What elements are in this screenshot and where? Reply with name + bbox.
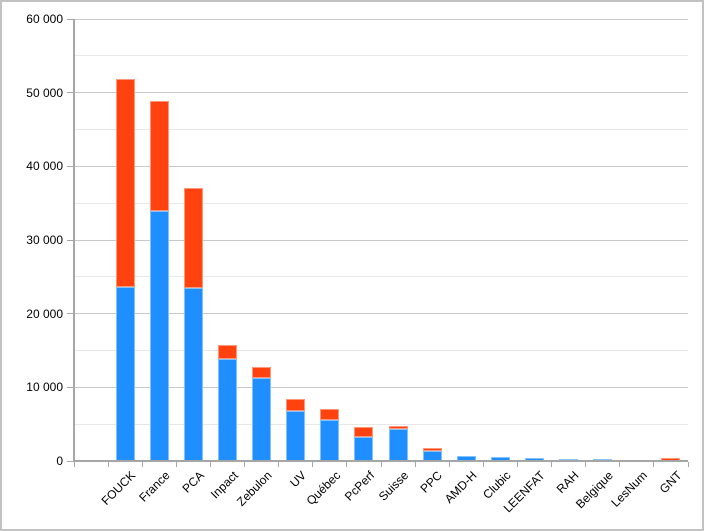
bar-France-blue-segment — [149, 210, 169, 461]
x-axis-tick — [551, 462, 553, 467]
x-axis-line — [73, 460, 688, 462]
y-axis-tick — [67, 239, 73, 241]
x-axis-label-PPC: PPC — [418, 468, 446, 496]
bar-UV-blue-segment — [286, 410, 306, 461]
x-axis-tick — [653, 462, 655, 467]
gridline-minor — [74, 423, 688, 425]
x-axis-tick — [448, 462, 450, 467]
gridline-major — [74, 165, 688, 167]
bar-PcPerf-blue-segment — [354, 436, 374, 461]
bar-Zebulon-blue-segment — [252, 377, 272, 461]
y-axis-label: 60 000 — [26, 12, 63, 26]
y-axis-label: 0 — [56, 454, 63, 468]
bar-France-orange-segment — [149, 100, 169, 211]
x-axis-label-PcPerf: PcPerf — [341, 468, 378, 504]
y-axis-tick — [67, 313, 73, 315]
bar-UV-orange-segment — [286, 399, 306, 411]
x-axis-label-PCA: PCA — [179, 468, 207, 496]
x-axis-tick — [312, 462, 314, 467]
x-axis-tick — [619, 462, 621, 467]
x-axis-label-FOUCK: FOUCK — [98, 468, 139, 508]
bar-Suisse-orange-segment — [388, 426, 408, 430]
x-axis-label-Belgique: Belgique — [572, 468, 616, 512]
x-axis-tick — [175, 462, 177, 467]
y-axis-tick — [67, 165, 73, 167]
x-axis-tick — [141, 462, 143, 467]
x-axis-label-RAH: RAH — [553, 468, 582, 497]
x-axis-label-LesNum: LesNum — [608, 468, 651, 510]
x-axis-label-UV: UV — [287, 468, 309, 490]
x-axis-tick — [482, 462, 484, 467]
y-axis-label: 20 000 — [26, 306, 63, 321]
x-axis-tick — [278, 462, 280, 467]
gridline-major — [74, 239, 688, 241]
bar-Québec-orange-segment — [320, 409, 340, 420]
y-axis-tick — [67, 386, 73, 388]
y-axis-label: 10 000 — [26, 380, 63, 395]
gridline-major — [74, 92, 688, 94]
x-axis-label-GNT: GNT — [656, 468, 685, 497]
x-axis-tick — [209, 462, 211, 467]
gridline-major — [74, 386, 688, 388]
x-axis-tick — [585, 462, 587, 467]
x-axis-tick — [687, 462, 689, 467]
gridline-minor — [74, 129, 688, 130]
y-axis-line — [73, 19, 75, 461]
y-axis-label: 50 000 — [26, 85, 63, 100]
x-axis-label-France: France — [136, 468, 173, 505]
bar-Zebulon-orange-segment — [252, 366, 272, 378]
y-axis-tick — [67, 18, 73, 20]
bar-FOUCK-orange-segment — [115, 78, 135, 288]
bar-PPC-orange-segment — [422, 448, 442, 452]
y-axis-tick — [67, 460, 73, 462]
bar-Inpact-orange-segment — [218, 344, 237, 359]
bar-Inpact-blue-segment — [218, 358, 237, 461]
x-axis-tick — [346, 462, 348, 467]
x-axis-label-Québec: Québec — [303, 468, 344, 508]
gridline-major — [74, 18, 688, 20]
gridline-minor — [74, 276, 688, 278]
y-axis-tick — [67, 92, 73, 94]
gridline-minor — [74, 350, 688, 351]
bar-PCA-blue-segment — [183, 287, 203, 461]
gridline-minor — [74, 55, 688, 57]
x-axis-tick — [73, 462, 75, 467]
bar-FOUCK-blue-segment — [115, 287, 135, 461]
x-axis-tick — [380, 462, 382, 467]
x-axis-label-Suisse: Suisse — [375, 468, 412, 504]
bar-PCA-orange-segment — [183, 187, 203, 288]
x-axis-tick — [244, 462, 246, 467]
x-axis-tick — [107, 462, 109, 467]
bar-Suisse-blue-segment — [388, 429, 408, 461]
x-axis-label-AMD-H: AMD-H — [441, 468, 480, 507]
y-axis-label: 30 000 — [26, 233, 63, 247]
gridline-major — [74, 313, 688, 315]
bar-Québec-blue-segment — [320, 419, 340, 461]
x-axis-tick — [516, 462, 518, 467]
bar-PcPerf-orange-segment — [354, 427, 374, 437]
x-axis-label-Zebulon: Zebulon — [234, 468, 275, 509]
x-axis-tick — [414, 462, 416, 467]
y-axis-label: 40 000 — [26, 159, 63, 174]
gridline-minor — [74, 202, 688, 204]
